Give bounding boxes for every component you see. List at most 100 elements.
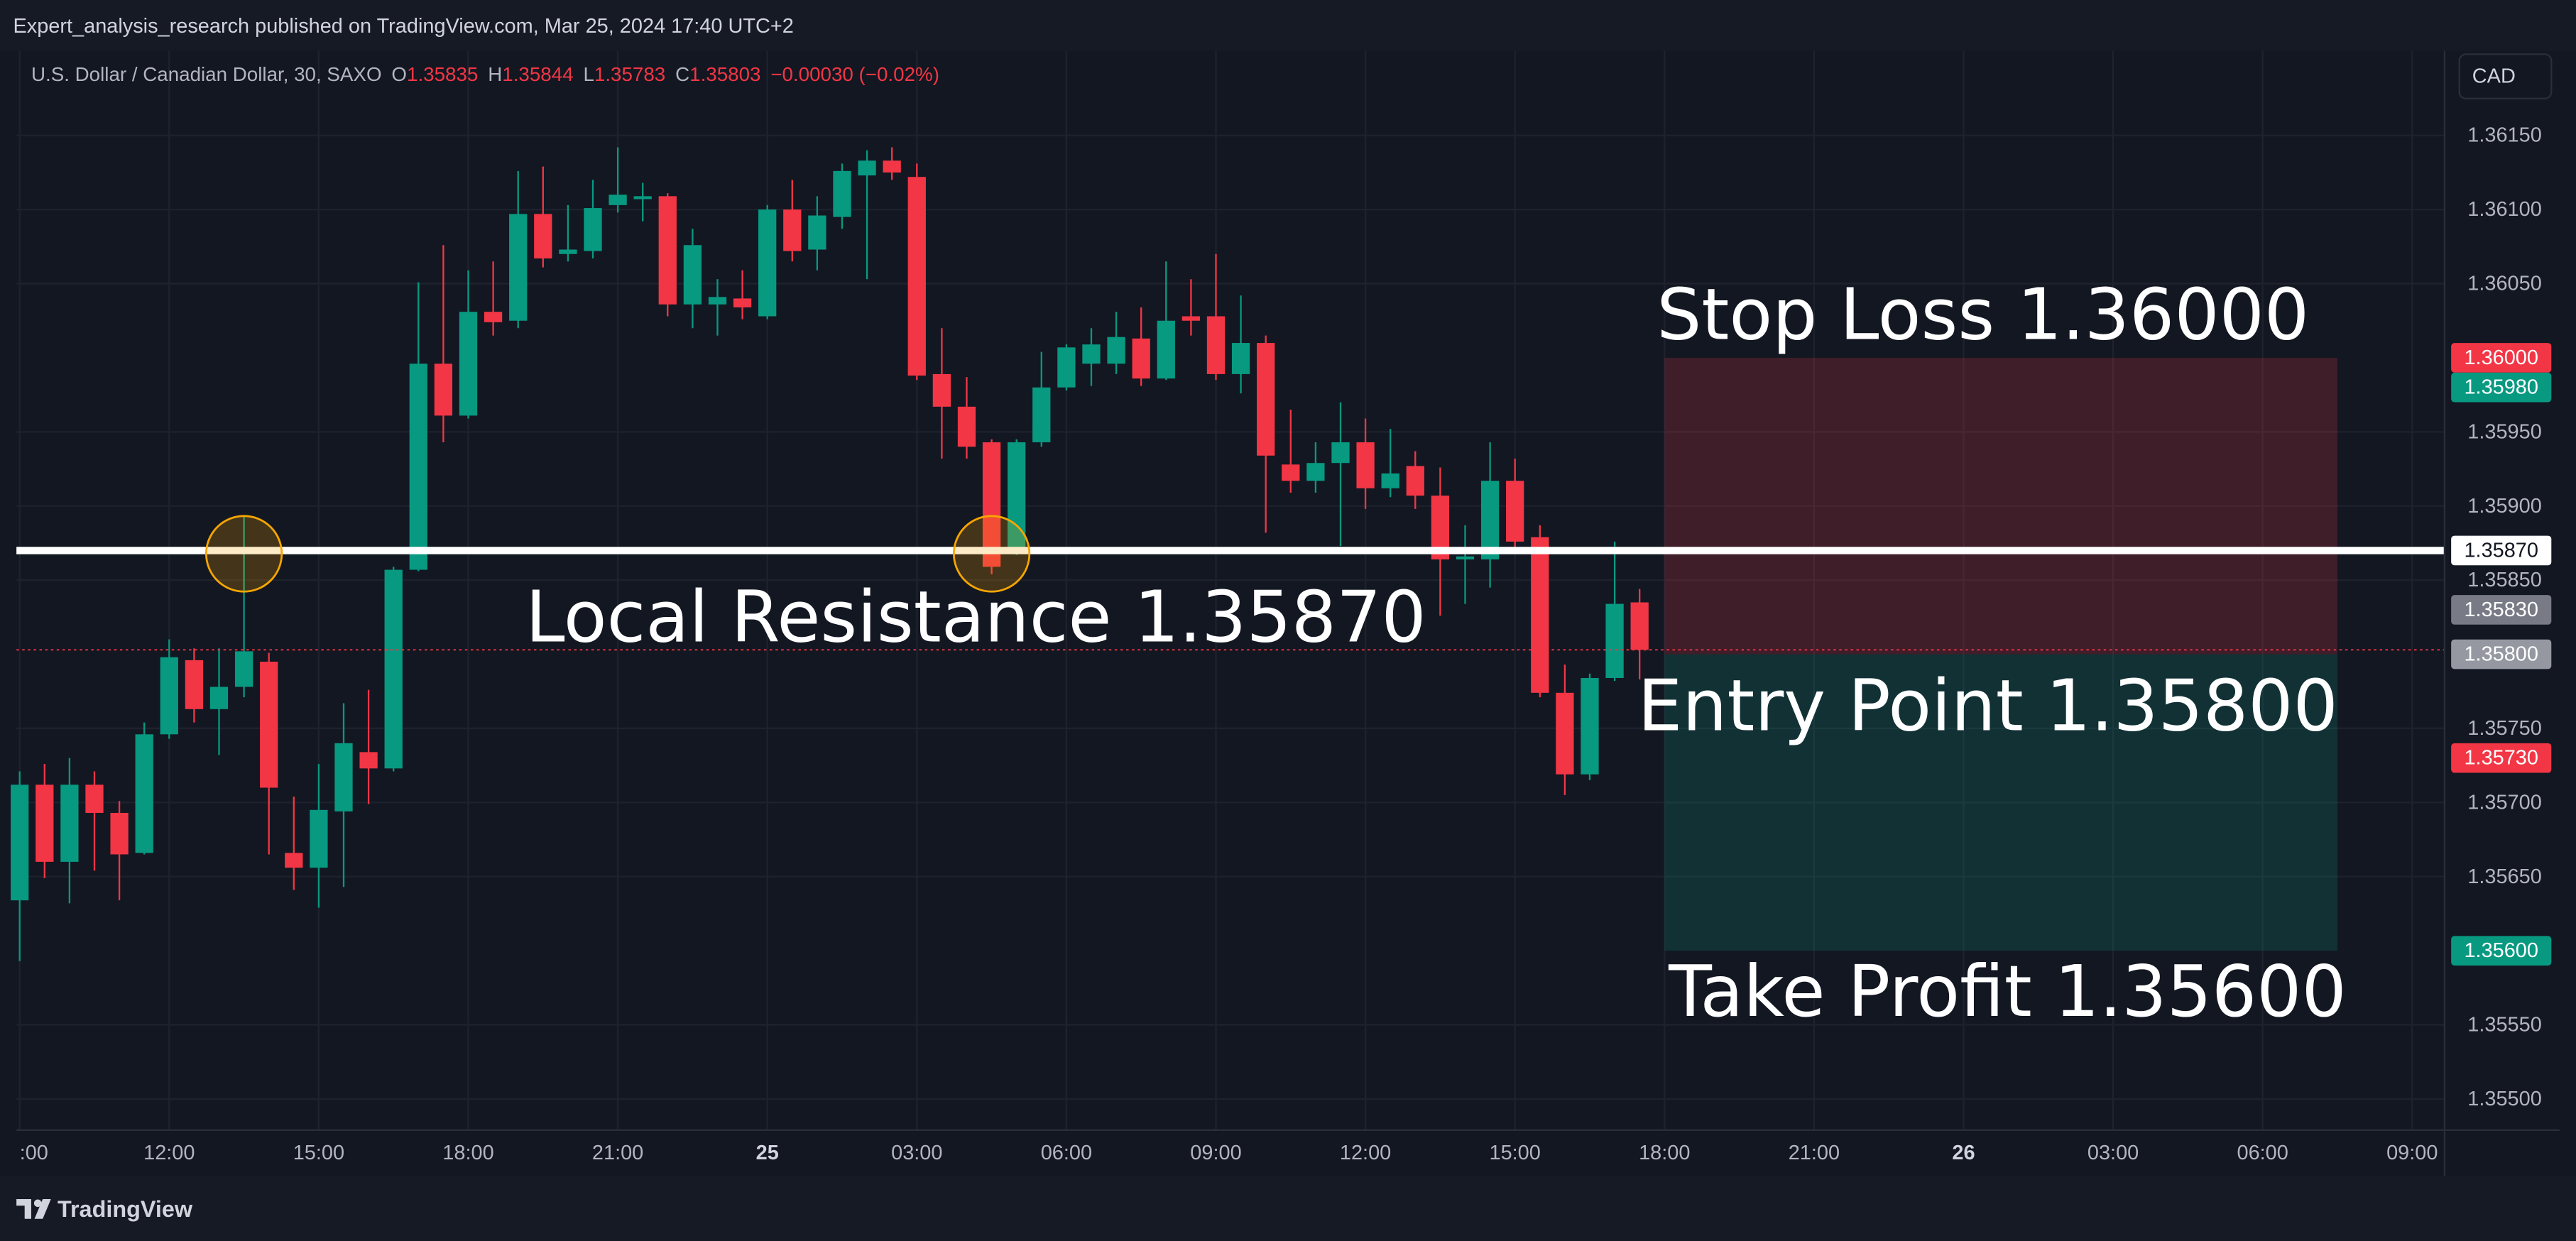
candle-body bbox=[1032, 387, 1051, 442]
candle-body bbox=[683, 245, 702, 305]
candle-body bbox=[1157, 320, 1175, 379]
candle-body bbox=[1107, 337, 1125, 364]
x-tick-label: 09:00 bbox=[2386, 1142, 2438, 1164]
y-tick-label: 1.35850 bbox=[2467, 569, 2542, 591]
candle-body bbox=[434, 363, 453, 416]
candle-body bbox=[384, 569, 403, 769]
candle-body bbox=[733, 298, 752, 307]
candle-body bbox=[1057, 347, 1076, 388]
candle-body bbox=[1282, 464, 1300, 481]
candle-body bbox=[359, 752, 378, 769]
y-tick-label: 1.35700 bbox=[2467, 791, 2542, 814]
price-badge-label: 1.35730 bbox=[2464, 747, 2538, 770]
price-badge-label: 1.35830 bbox=[2464, 598, 2538, 621]
x-tick-label: 03:00 bbox=[891, 1142, 942, 1164]
logo bbox=[16, 1199, 51, 1219]
ohlc-value: 1.35835 bbox=[407, 63, 478, 85]
change: −0.00030 (−0.02%) bbox=[770, 63, 939, 85]
candle-body bbox=[209, 687, 229, 709]
footer-bar bbox=[0, 1176, 2576, 1241]
candle-body bbox=[534, 214, 552, 259]
ohlc-label: C bbox=[675, 63, 689, 85]
candle-body bbox=[110, 812, 129, 855]
x-tick-label: 12:00 bbox=[1340, 1142, 1391, 1164]
annotation: Entry Point 1.35800 bbox=[1637, 665, 2337, 747]
candle-body bbox=[484, 312, 503, 322]
price-badge bbox=[2451, 743, 2552, 773]
candle-body bbox=[1356, 442, 1375, 488]
candle-body bbox=[633, 196, 652, 199]
candle-body bbox=[160, 657, 178, 735]
x-tick-label: 18:00 bbox=[442, 1142, 493, 1164]
price-badge-label: 1.35870 bbox=[2464, 539, 2538, 562]
ohlc-label: L bbox=[583, 63, 594, 85]
x-tick-label: 06:00 bbox=[2237, 1142, 2288, 1164]
candle-body bbox=[957, 406, 976, 447]
stop-zone bbox=[1664, 357, 2337, 655]
highlight-circle bbox=[952, 515, 1031, 593]
header-bar bbox=[0, 0, 2576, 51]
candle-body bbox=[658, 196, 677, 305]
x-tick-label: 03:00 bbox=[2087, 1142, 2139, 1164]
candle-body bbox=[1082, 344, 1101, 364]
x-tick-label: 26 bbox=[1952, 1142, 1975, 1164]
candle-body bbox=[1231, 343, 1250, 374]
candle-body bbox=[1257, 343, 1275, 456]
candle-body bbox=[85, 784, 104, 813]
annotation: Stop Loss 1.36000 bbox=[1657, 275, 2309, 356]
candle-body bbox=[858, 160, 876, 176]
legend: U.S. Dollar / Canadian Dollar, 30, SAXO O… bbox=[31, 63, 939, 85]
currency[interactable]: CAD bbox=[2472, 65, 2516, 88]
x-tick-label: :00 bbox=[20, 1142, 48, 1164]
x-tick-label: 18:00 bbox=[1639, 1142, 1690, 1164]
candle-body bbox=[584, 208, 602, 251]
candle-body bbox=[260, 662, 278, 788]
candle-body bbox=[459, 312, 478, 416]
candle-body bbox=[1630, 602, 1649, 650]
candle-body bbox=[509, 214, 528, 321]
publisher: Expert_analysis_research published on Tr… bbox=[13, 15, 794, 38]
y-tick-label: 1.35950 bbox=[2467, 420, 2542, 443]
candle-body bbox=[758, 209, 777, 317]
candle-body bbox=[1206, 316, 1226, 374]
plot-area bbox=[11, 50, 2445, 1130]
ohlc-label: O bbox=[391, 63, 407, 85]
candle-body bbox=[833, 170, 851, 217]
candle-body bbox=[1556, 692, 1574, 775]
x-tick-label: 15:00 bbox=[1490, 1142, 1541, 1164]
price-badge bbox=[2451, 372, 2552, 403]
candle-body bbox=[234, 651, 253, 687]
candle-body bbox=[60, 784, 79, 862]
annotation: Take Profit 1.35600 bbox=[1668, 951, 2347, 1033]
x-tick-label: 09:00 bbox=[1190, 1142, 1241, 1164]
price-badge-label: 1.35980 bbox=[2464, 376, 2538, 399]
candle-body bbox=[783, 209, 802, 251]
target-zone bbox=[1664, 654, 2337, 951]
y-tick-label: 1.36150 bbox=[2467, 124, 2542, 147]
brand: TradingView bbox=[58, 1196, 193, 1222]
price-badge bbox=[2451, 639, 2552, 669]
price-badge-label: 1.36000 bbox=[2464, 346, 2538, 369]
symbol: U.S. Dollar / Canadian Dollar, 30, SAXO bbox=[31, 63, 382, 85]
ohlc-label: H bbox=[488, 63, 502, 85]
candle-body bbox=[334, 743, 353, 811]
y-tick-label: 1.35750 bbox=[2467, 717, 2542, 740]
candle-body bbox=[185, 660, 204, 709]
candle-body bbox=[1506, 481, 1524, 542]
candle-body bbox=[559, 249, 577, 254]
ohlc-value: 1.35803 bbox=[689, 63, 760, 85]
price-badge-label: 1.35600 bbox=[2464, 939, 2538, 962]
x-tick-label: 25 bbox=[756, 1142, 779, 1164]
candle-body bbox=[1181, 316, 1201, 321]
candle-body bbox=[1132, 338, 1150, 379]
ohlc-value: 1.35783 bbox=[594, 63, 665, 85]
y-tick-label: 1.36050 bbox=[2467, 273, 2542, 295]
price-badge bbox=[2451, 343, 2552, 373]
x-tick-label: 06:00 bbox=[1041, 1142, 1092, 1164]
candle-body bbox=[1331, 442, 1350, 464]
currency-button[interactable] bbox=[2458, 53, 2553, 99]
annotation: Local Resistance 1.35870 bbox=[525, 576, 1426, 658]
y-tick-label: 1.36100 bbox=[2467, 198, 2542, 221]
price-badge bbox=[2451, 595, 2552, 625]
